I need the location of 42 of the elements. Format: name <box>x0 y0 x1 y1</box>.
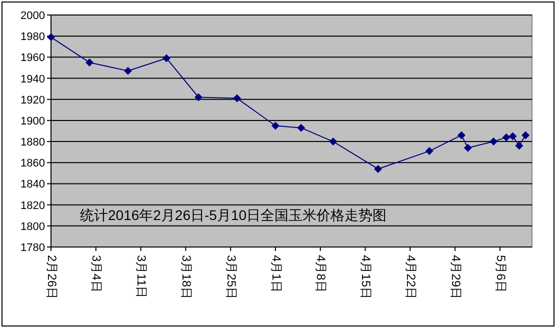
point <box>329 138 338 146</box>
point <box>490 138 498 146</box>
point <box>425 147 434 156</box>
y-tick-label: 1980 <box>20 31 45 44</box>
point <box>47 33 55 42</box>
point <box>374 164 382 173</box>
y-tick-label: 1800 <box>20 220 45 233</box>
y-tick-label: 1820 <box>20 200 45 212</box>
point <box>162 54 170 62</box>
x-tick-label: 4月15日 <box>359 255 374 300</box>
x-tick-label: 3月18日 <box>180 255 194 300</box>
x-tick-label: 4月1日 <box>269 255 284 292</box>
y-tick-label: 1860 <box>20 158 45 170</box>
point <box>464 144 472 152</box>
y-tick-label: 1920 <box>20 94 45 106</box>
point <box>502 133 510 142</box>
point <box>85 58 94 66</box>
y-tick-label: 1940 <box>20 73 45 86</box>
point <box>297 124 306 132</box>
x-tick-label: 3月25日 <box>224 255 238 300</box>
point <box>124 66 132 75</box>
x-tick-label: 5月6日 <box>494 255 508 292</box>
point <box>232 94 241 102</box>
x-tick-label: 4月8日 <box>314 255 328 292</box>
point <box>508 132 517 140</box>
x-tick-label: 2月26日 <box>44 255 59 300</box>
text: 统计2016年2月26日-5月10日全国玉米价格走势图 <box>80 206 387 223</box>
x-tick-label: 4月22日 <box>404 255 418 300</box>
x-tick-label: 3月11日 <box>134 255 149 298</box>
point <box>194 93 203 102</box>
x-tick-label: 4月29日 <box>448 255 463 300</box>
y-tick-label: 1780 <box>20 242 45 254</box>
y-tick-label: 2000 <box>20 10 45 22</box>
point <box>271 122 280 130</box>
point <box>522 131 530 140</box>
y-tick-label: 1960 <box>20 52 45 64</box>
x-tick-label: 3月4日 <box>90 255 104 292</box>
y-tick-label: 1900 <box>20 115 45 128</box>
y-tick-label: 1880 <box>20 136 45 149</box>
point <box>457 131 466 140</box>
y-tick-label: 1840 <box>20 178 45 191</box>
point <box>515 142 524 150</box>
